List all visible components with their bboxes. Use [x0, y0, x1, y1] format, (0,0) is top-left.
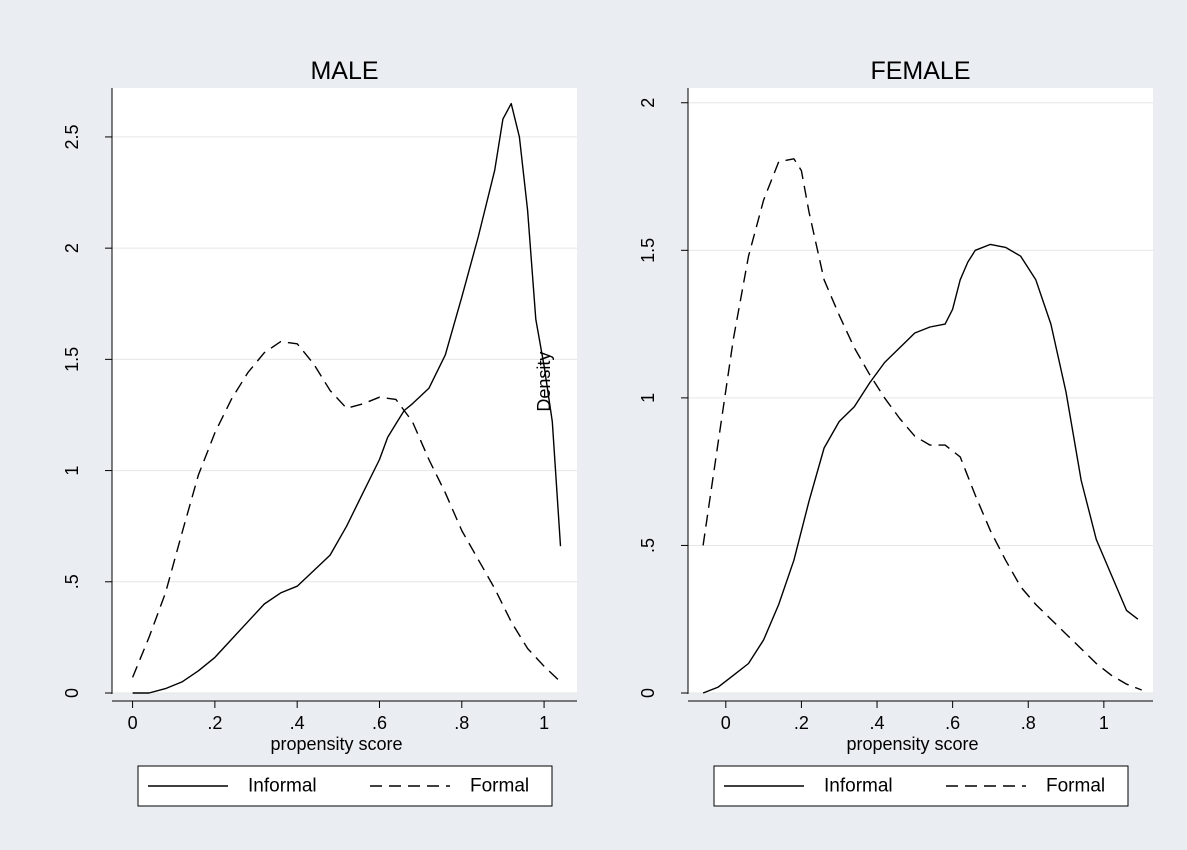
x-tick-label: 0: [128, 713, 138, 733]
y-tick-label: .5: [62, 574, 82, 589]
legend-label: Formal: [1046, 776, 1105, 797]
y-tick-label: 1.5: [638, 238, 658, 263]
series-line-informal: [702, 243, 1139, 694]
y-tick-label: 0: [638, 688, 658, 698]
plot-area: [688, 88, 1153, 693]
legend-label: Informal: [248, 776, 317, 797]
x-tick-label: .4: [870, 713, 885, 733]
y-tick-label: 2: [638, 98, 658, 108]
x-tick-label: 1: [1099, 713, 1109, 733]
y-tick-label: .5: [638, 538, 658, 553]
x-tick-label: .6: [945, 713, 960, 733]
legend-label: Formal: [470, 776, 529, 797]
panel-male: 0 .5 1 1.5 2 2.5 0 .2 .4 .6 .8 1 propensity score MAL…: [62, 57, 577, 807]
y-tick-label: 1: [62, 466, 82, 476]
y-tick-label: 2.5: [62, 124, 82, 149]
y-tick-label: 0: [62, 688, 82, 698]
chart-title: FEMALE: [870, 57, 970, 85]
y-tick-label: 2: [62, 243, 82, 253]
x-tick-label: .2: [207, 713, 222, 733]
x-tick-label: .8: [1021, 713, 1036, 733]
plot-area: [112, 88, 577, 693]
x-tick-label: 0: [721, 713, 731, 733]
series-line-informal: [132, 102, 562, 694]
x-tick-label: .2: [794, 713, 809, 733]
annotation-label: Density: [534, 352, 554, 412]
x-axis-label: propensity score: [846, 734, 978, 754]
y-tick-label: 1: [638, 393, 658, 403]
x-tick-label: .8: [454, 713, 469, 733]
x-axis-label: propensity score: [270, 734, 402, 754]
series-line-formal: [702, 158, 1142, 691]
series-line-formal: [131, 340, 561, 683]
x-tick-label: .4: [290, 713, 305, 733]
x-tick-label: 1: [539, 713, 549, 733]
panel-female: 0 .5 1 1.5 2 0 .2 .4 .6 .8 1 propensity score FEMALE…: [638, 57, 1153, 807]
x-tick-label: .6: [372, 713, 387, 733]
legend-label: Informal: [824, 776, 893, 797]
chart-title: MALE: [310, 57, 378, 85]
y-tick-label: 1.5: [62, 347, 82, 372]
